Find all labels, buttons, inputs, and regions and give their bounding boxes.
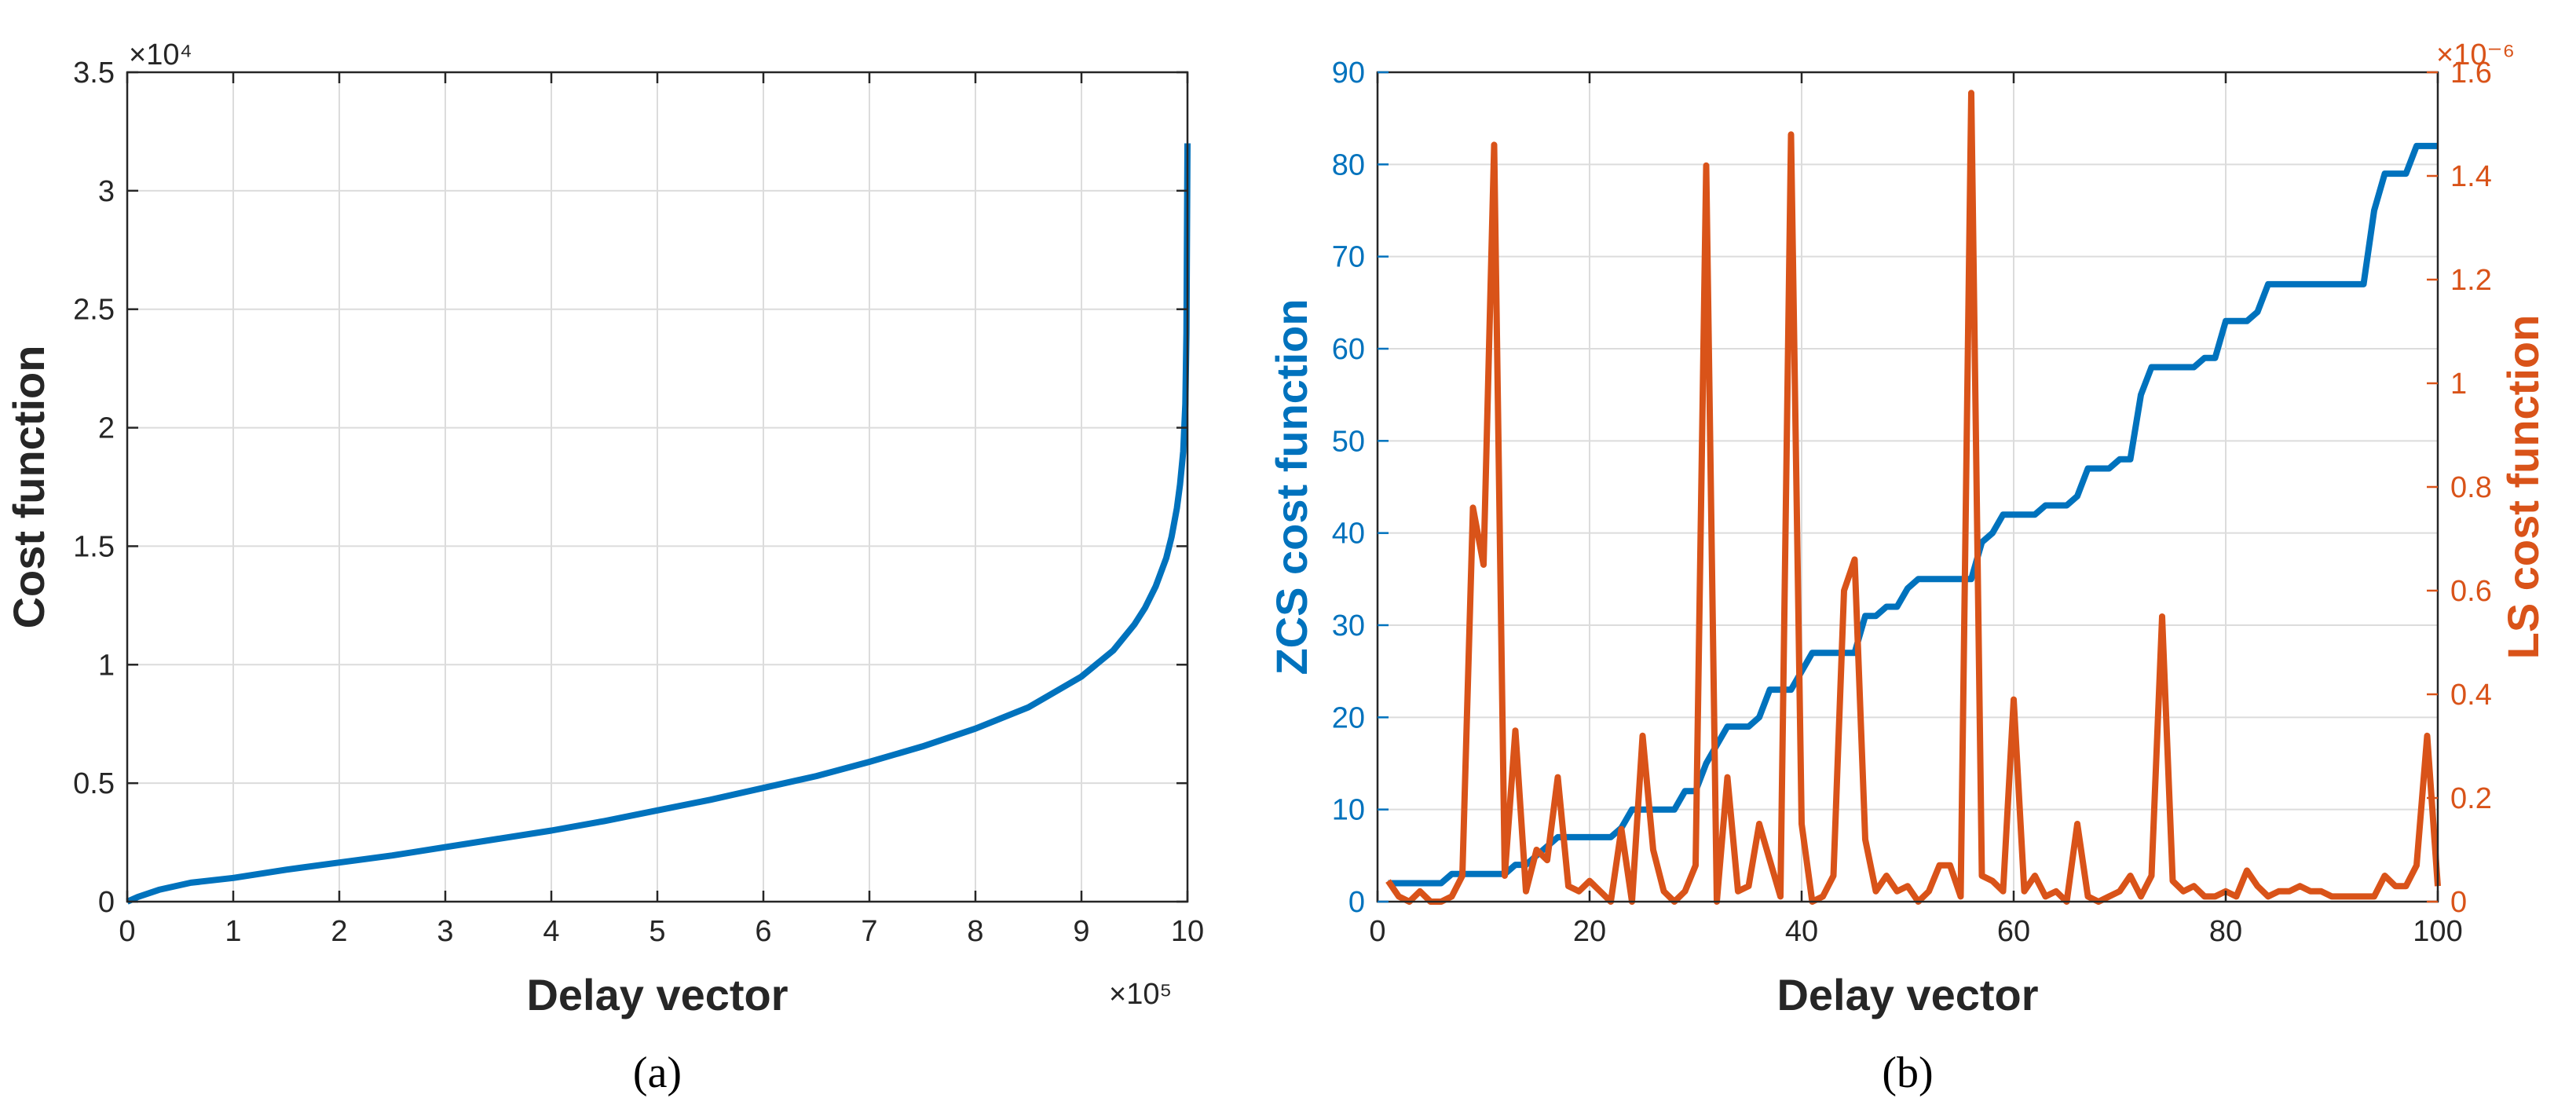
- y-axis-label-b: ZCS cost function: [1267, 298, 1316, 675]
- y2-tick-label-b: 1.6: [2450, 57, 2492, 90]
- chart-panel-a: 0 1 2 3 4 5 6 7 8 9 10 0 0.5 1 1.5 2 2.5 3 3.5 ×10⁴ ×10⁵ D…: [4, 38, 1204, 1097]
- y-tick-label-a: 1: [98, 649, 115, 682]
- x-tick-label-b: 100: [2413, 915, 2462, 948]
- y2-tick-label-b: 0.6: [2450, 575, 2492, 608]
- y-tick-label-a: 2.5: [73, 294, 115, 327]
- y-exponent-label-a: ×10⁴: [129, 38, 192, 71]
- x-axis-label-a: Delay vector: [526, 970, 788, 1019]
- y-tick-label-b: 30: [1332, 609, 1365, 642]
- y-tick-label-b: 20: [1332, 701, 1365, 734]
- x-axis-label-b: Delay vector: [1776, 970, 2038, 1019]
- x-tick-label-a: 4: [543, 915, 559, 948]
- y-tick-label-b: 40: [1332, 518, 1365, 551]
- y-tick-label-b: 90: [1332, 57, 1365, 90]
- ticks-b: 0 20 40 60 80 100010203040506070809000.20.40.…: [1332, 57, 2492, 948]
- x-tick-label-a: 1: [225, 915, 241, 948]
- y2-tick-label-b: 0: [2450, 886, 2467, 919]
- y2-tick-label-b: 1.2: [2450, 264, 2492, 297]
- y-tick-label-b: 80: [1332, 148, 1365, 181]
- plot-box-b: [1376, 71, 2439, 903]
- y2-tick-label-b: 0.8: [2450, 471, 2492, 504]
- grid-a: [126, 71, 1188, 902]
- y-tick-label-b: 50: [1332, 425, 1365, 458]
- x-tick-label-a: 5: [649, 915, 665, 948]
- x-tick-label-a: 7: [861, 915, 877, 948]
- y-tick-label-b: 60: [1332, 333, 1365, 366]
- panel-caption-b: (b): [1882, 1049, 1933, 1097]
- y-tick-label-b: 70: [1332, 241, 1365, 274]
- y-tick-label-a: 0.5: [73, 767, 115, 800]
- grid-b: [1377, 71, 2439, 902]
- y2-tick-label-b: 0.4: [2450, 679, 2492, 712]
- y-tick-label-b: 10: [1332, 794, 1365, 827]
- x-tick-label-b: 60: [1997, 915, 2030, 948]
- x-tick-label-a: 2: [331, 915, 347, 948]
- x-tick-label-b: 0: [1369, 915, 1385, 948]
- x-tick-label-b: 40: [1785, 915, 1818, 948]
- cost-function-line: [126, 143, 1191, 905]
- y-axis-label-a: Cost function: [4, 346, 53, 629]
- x-tick-label-a: 3: [437, 915, 453, 948]
- x-exponent-label-a: ×10⁵: [1109, 978, 1172, 1011]
- x-tick-label-a: 6: [755, 915, 771, 948]
- series-area-b: [1385, 90, 2441, 905]
- y2-tick-label-b: 1.4: [2450, 160, 2492, 193]
- x-tick-label-a: 0: [119, 915, 135, 948]
- series-area-a: [126, 143, 1191, 905]
- y-tick-label-a: 1.5: [73, 530, 115, 563]
- panel-caption-a: (a): [633, 1049, 682, 1097]
- y-tick-label-a: 3.5: [73, 57, 115, 90]
- ticks-a: 0 1 2 3 4 5 6 7 8 9 10 0 0.5 1 1.5 2 2.5 3 3.5: [73, 57, 1204, 948]
- y2-axis-label-b: LS cost function: [2498, 315, 2548, 660]
- y2-tick-label-b: 1: [2450, 368, 2467, 401]
- ls-cost-line: [1385, 90, 2441, 905]
- x-tick-label-a: 8: [967, 915, 983, 948]
- chart-panel-b: 0 20 40 60 80 100010203040506070809000.20.40.…: [1267, 38, 2548, 1097]
- y2-exponent-label-b: ×10⁻⁶: [2436, 38, 2515, 71]
- x-tick-label-b: 80: [2209, 915, 2242, 948]
- y2-tick-label-b: 0.2: [2450, 782, 2492, 815]
- x-tick-label-b: 20: [1573, 915, 1606, 948]
- x-tick-label-a: 9: [1073, 915, 1089, 948]
- x-tick-label-a: 10: [1171, 915, 1204, 948]
- y-tick-label-a: 0: [98, 886, 115, 919]
- y-tick-label-a: 2: [98, 412, 115, 445]
- y-tick-label-a: 3: [98, 175, 115, 208]
- y-tick-label-b: 0: [1348, 886, 1365, 919]
